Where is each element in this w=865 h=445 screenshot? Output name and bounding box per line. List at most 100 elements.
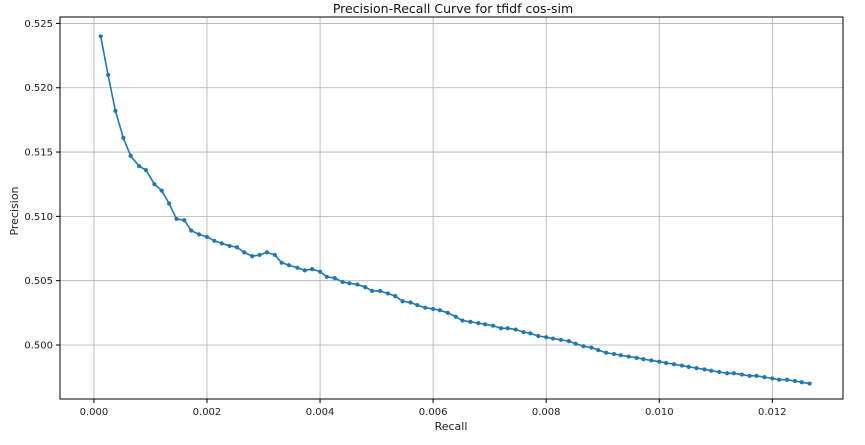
data-point [159, 188, 164, 193]
data-point [257, 252, 262, 258]
data-point [799, 380, 804, 385]
data-point [709, 368, 714, 373]
data-point [347, 281, 352, 286]
data-point [792, 378, 798, 384]
data-point [121, 135, 126, 141]
data-point [332, 275, 337, 281]
data-point [641, 357, 646, 362]
data-point [544, 335, 549, 340]
data-point [340, 279, 345, 285]
data-point [649, 358, 654, 363]
data-point [702, 367, 707, 372]
data-point [128, 153, 133, 159]
data-point [408, 300, 413, 305]
data-point [747, 373, 752, 378]
data-point [671, 362, 677, 367]
data-point [286, 263, 292, 268]
x-tick-label: 0.002 [193, 407, 222, 418]
y-tick-label: 0.520 [24, 83, 53, 94]
data-point [385, 291, 390, 296]
x-tick-label: 0.012 [758, 407, 787, 418]
grid [60, 17, 843, 399]
data-point [505, 326, 510, 331]
data-point [596, 348, 601, 353]
series-layer [98, 34, 812, 386]
data-point [694, 366, 699, 371]
y-tick-label: 0.505 [24, 276, 53, 287]
data-point [663, 360, 669, 366]
x-tick-label: 0.010 [645, 407, 674, 418]
y-tick-label: 0.525 [24, 19, 53, 30]
data-point [784, 377, 790, 382]
data-point [317, 269, 323, 274]
data-point [762, 375, 767, 380]
y-tick-label: 0.515 [24, 148, 53, 159]
data-point [219, 241, 224, 246]
data-point [476, 321, 481, 326]
data-point [483, 322, 488, 327]
data-point [295, 265, 300, 270]
data-point [189, 228, 194, 233]
data-point [355, 282, 360, 287]
data-point [137, 164, 142, 169]
y-tick-label: 0.510 [24, 212, 53, 223]
data-point [250, 254, 255, 259]
data-point [227, 243, 232, 249]
data-point [528, 331, 533, 336]
data-point [369, 288, 375, 294]
data-point [242, 250, 247, 255]
data-point [679, 363, 684, 368]
x-tick-label: 0.006 [419, 407, 448, 418]
data-point [725, 371, 730, 376]
data-point [431, 306, 436, 312]
x-tick-label: 0.000 [80, 407, 109, 418]
data-point [589, 345, 594, 350]
x-tick-label: 0.004 [306, 407, 335, 418]
data-point [400, 299, 405, 304]
data-point [143, 167, 149, 173]
data-point [453, 314, 458, 319]
data-point [234, 245, 240, 250]
data-point [152, 182, 157, 187]
data-point [324, 274, 329, 279]
data-point [423, 305, 428, 310]
data-point [731, 371, 736, 376]
data-point [581, 344, 586, 349]
data-point [105, 72, 111, 77]
data-point [377, 288, 383, 294]
data-point [468, 319, 473, 324]
data-point [302, 268, 307, 273]
data-point [310, 266, 315, 272]
data-point [686, 364, 691, 369]
data-point [536, 333, 541, 339]
data-point [212, 238, 217, 243]
data-point [272, 252, 277, 258]
data-point [393, 294, 398, 299]
data-point [739, 372, 744, 377]
chart-title: Precision-Recall Curve for tfidf cos-sim [333, 1, 573, 16]
data-point [196, 232, 202, 237]
data-point [558, 337, 563, 342]
y-axis-label: Precision [8, 186, 21, 235]
data-point [550, 336, 556, 341]
y-tick-label: 0.500 [24, 340, 53, 351]
data-point [626, 354, 631, 359]
x-tick-label: 0.008 [532, 407, 561, 418]
data-point [618, 353, 623, 358]
data-point [513, 327, 518, 332]
data-point [770, 376, 775, 381]
data-point [611, 351, 617, 357]
data-point [657, 359, 662, 364]
data-point [174, 216, 179, 222]
data-point [182, 218, 187, 223]
data-point [498, 326, 504, 331]
data-point [204, 234, 210, 240]
data-point [460, 318, 465, 323]
data-point [634, 355, 639, 360]
data-point [566, 339, 571, 344]
y-axis: 0.500 0.505 0.510 0.515 0.520 0.525 [24, 19, 60, 351]
data-point [167, 201, 172, 206]
plot-frame [59, 16, 844, 400]
data-point [573, 341, 578, 346]
